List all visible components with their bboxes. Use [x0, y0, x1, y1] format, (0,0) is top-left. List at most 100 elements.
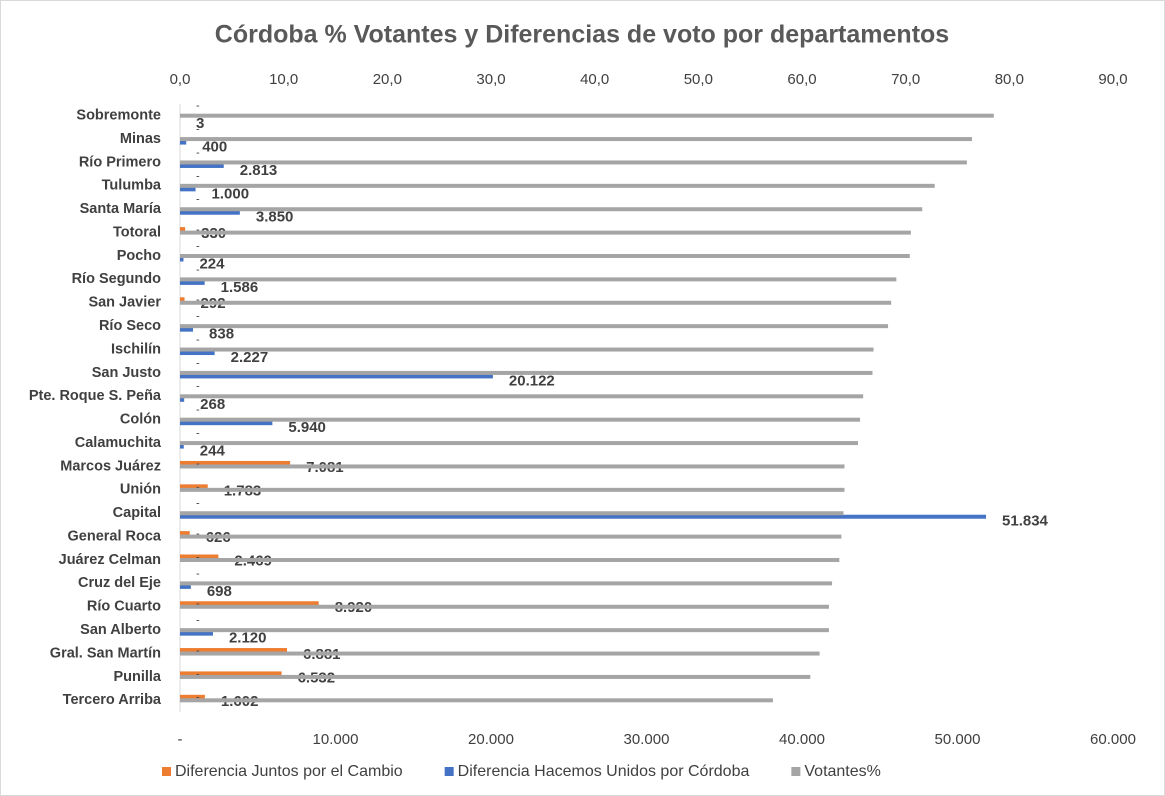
x2-tick-label: 90,0 [1098, 71, 1127, 88]
legend-swatch [162, 767, 171, 776]
x-tick-label: 40.000 [779, 731, 825, 748]
bar [180, 254, 910, 258]
y-tick-label: Minas [120, 131, 161, 147]
x-tick-label: 30.000 [624, 731, 670, 748]
bar [180, 694, 205, 699]
data-label: 51.834 [1002, 513, 1049, 530]
data-label: 20.122 [509, 372, 555, 389]
bar [180, 324, 889, 329]
bar [180, 187, 196, 192]
data-label: - [196, 668, 200, 680]
bar [180, 417, 861, 422]
x-tick-label: 20.000 [468, 731, 514, 748]
bar [180, 511, 844, 516]
y-tick-label: Punilla [113, 669, 161, 685]
bar [180, 163, 224, 168]
bar [180, 227, 186, 232]
data-label: - [196, 427, 200, 439]
y-tick-label: Río Cuarto [87, 599, 161, 615]
data-label: - [196, 240, 200, 252]
data-label: - [196, 381, 200, 393]
data-label: 698 [207, 583, 232, 600]
data-label: - [196, 194, 200, 206]
bar [180, 584, 191, 589]
data-label: - [196, 294, 200, 306]
data-label: 224 [199, 255, 225, 272]
bar [180, 327, 194, 332]
y-tick-label: Gral. San Martín [50, 645, 161, 661]
bar [180, 397, 185, 402]
bar [180, 137, 973, 142]
data-label: 3 [196, 115, 204, 132]
bar [180, 558, 840, 562]
data-label: 268 [200, 396, 225, 413]
x2-tick-label: 60,0 [787, 71, 816, 88]
bar [180, 394, 864, 399]
y-tick-label: Ischilín [111, 341, 161, 357]
y-tick-label: Pte. Roque S. Peña [29, 388, 162, 404]
bar [180, 554, 219, 559]
bar [180, 300, 892, 305]
y-tick-label: Capital [113, 505, 161, 521]
bar [180, 648, 287, 653]
bar [180, 441, 858, 446]
bar [180, 628, 829, 633]
x-tick-label: 50.000 [935, 731, 981, 748]
bar [180, 514, 987, 519]
bar [180, 631, 213, 636]
data-label: - [196, 692, 200, 704]
bar [180, 280, 205, 285]
legend-swatch [791, 767, 801, 776]
bar [180, 534, 842, 539]
x-tick-label: 10.000 [313, 731, 359, 748]
bar [180, 604, 829, 609]
data-label: - [196, 615, 200, 627]
x2-tick-label: 0,0 [170, 71, 191, 88]
bar [180, 581, 833, 586]
bar [180, 160, 967, 165]
data-label: 838 [209, 326, 234, 343]
legend-swatch [444, 767, 454, 776]
data-label: - [196, 100, 200, 112]
bar [180, 651, 820, 656]
y-tick-label: Sobremonte [76, 108, 161, 124]
bar [180, 464, 845, 469]
data-label: - [196, 264, 200, 276]
data-label: - [196, 147, 200, 159]
data-label: - [196, 498, 200, 510]
bar [180, 207, 923, 212]
bar [180, 674, 811, 679]
data-label: - [196, 334, 200, 346]
y-tick-label: San Alberto [80, 622, 161, 638]
bar [180, 113, 994, 118]
y-tick-label: Cruz del Eje [78, 575, 161, 591]
legend-label: Diferencia Juntos por el Cambio [175, 763, 403, 780]
bar [180, 601, 319, 606]
bar [180, 183, 935, 188]
x2-tick-label: 80,0 [995, 71, 1024, 88]
data-label: - [196, 357, 200, 369]
y-tick-label: Tercero Arriba [63, 692, 162, 708]
bar [180, 698, 773, 703]
data-label: - [196, 481, 200, 493]
x-tick-label: - [178, 731, 183, 748]
y-tick-label: Calamuchita [75, 435, 162, 451]
legend-label: Diferencia Hacemos Unidos por Córdoba [458, 763, 750, 780]
y-tick-label: Río Primero [79, 154, 161, 170]
y-tick-label: Marcos Juárez [60, 458, 161, 474]
bar [180, 421, 273, 426]
data-label: 2.120 [229, 630, 267, 647]
bar [180, 140, 187, 145]
bar [180, 347, 874, 352]
bar [180, 531, 190, 536]
y-tick-label: Río Seco [99, 318, 161, 334]
data-label: 2.813 [240, 162, 278, 179]
data-label: 400 [202, 139, 227, 156]
x2-tick-label: 20,0 [373, 71, 402, 88]
chart-title: Córdoba % Votantes y Diferencias de voto… [215, 21, 949, 49]
y-tick-label: Juárez Celman [59, 552, 161, 568]
data-label: 5.940 [288, 419, 326, 436]
y-tick-label: Río Segundo [72, 271, 162, 287]
bar [180, 277, 897, 282]
